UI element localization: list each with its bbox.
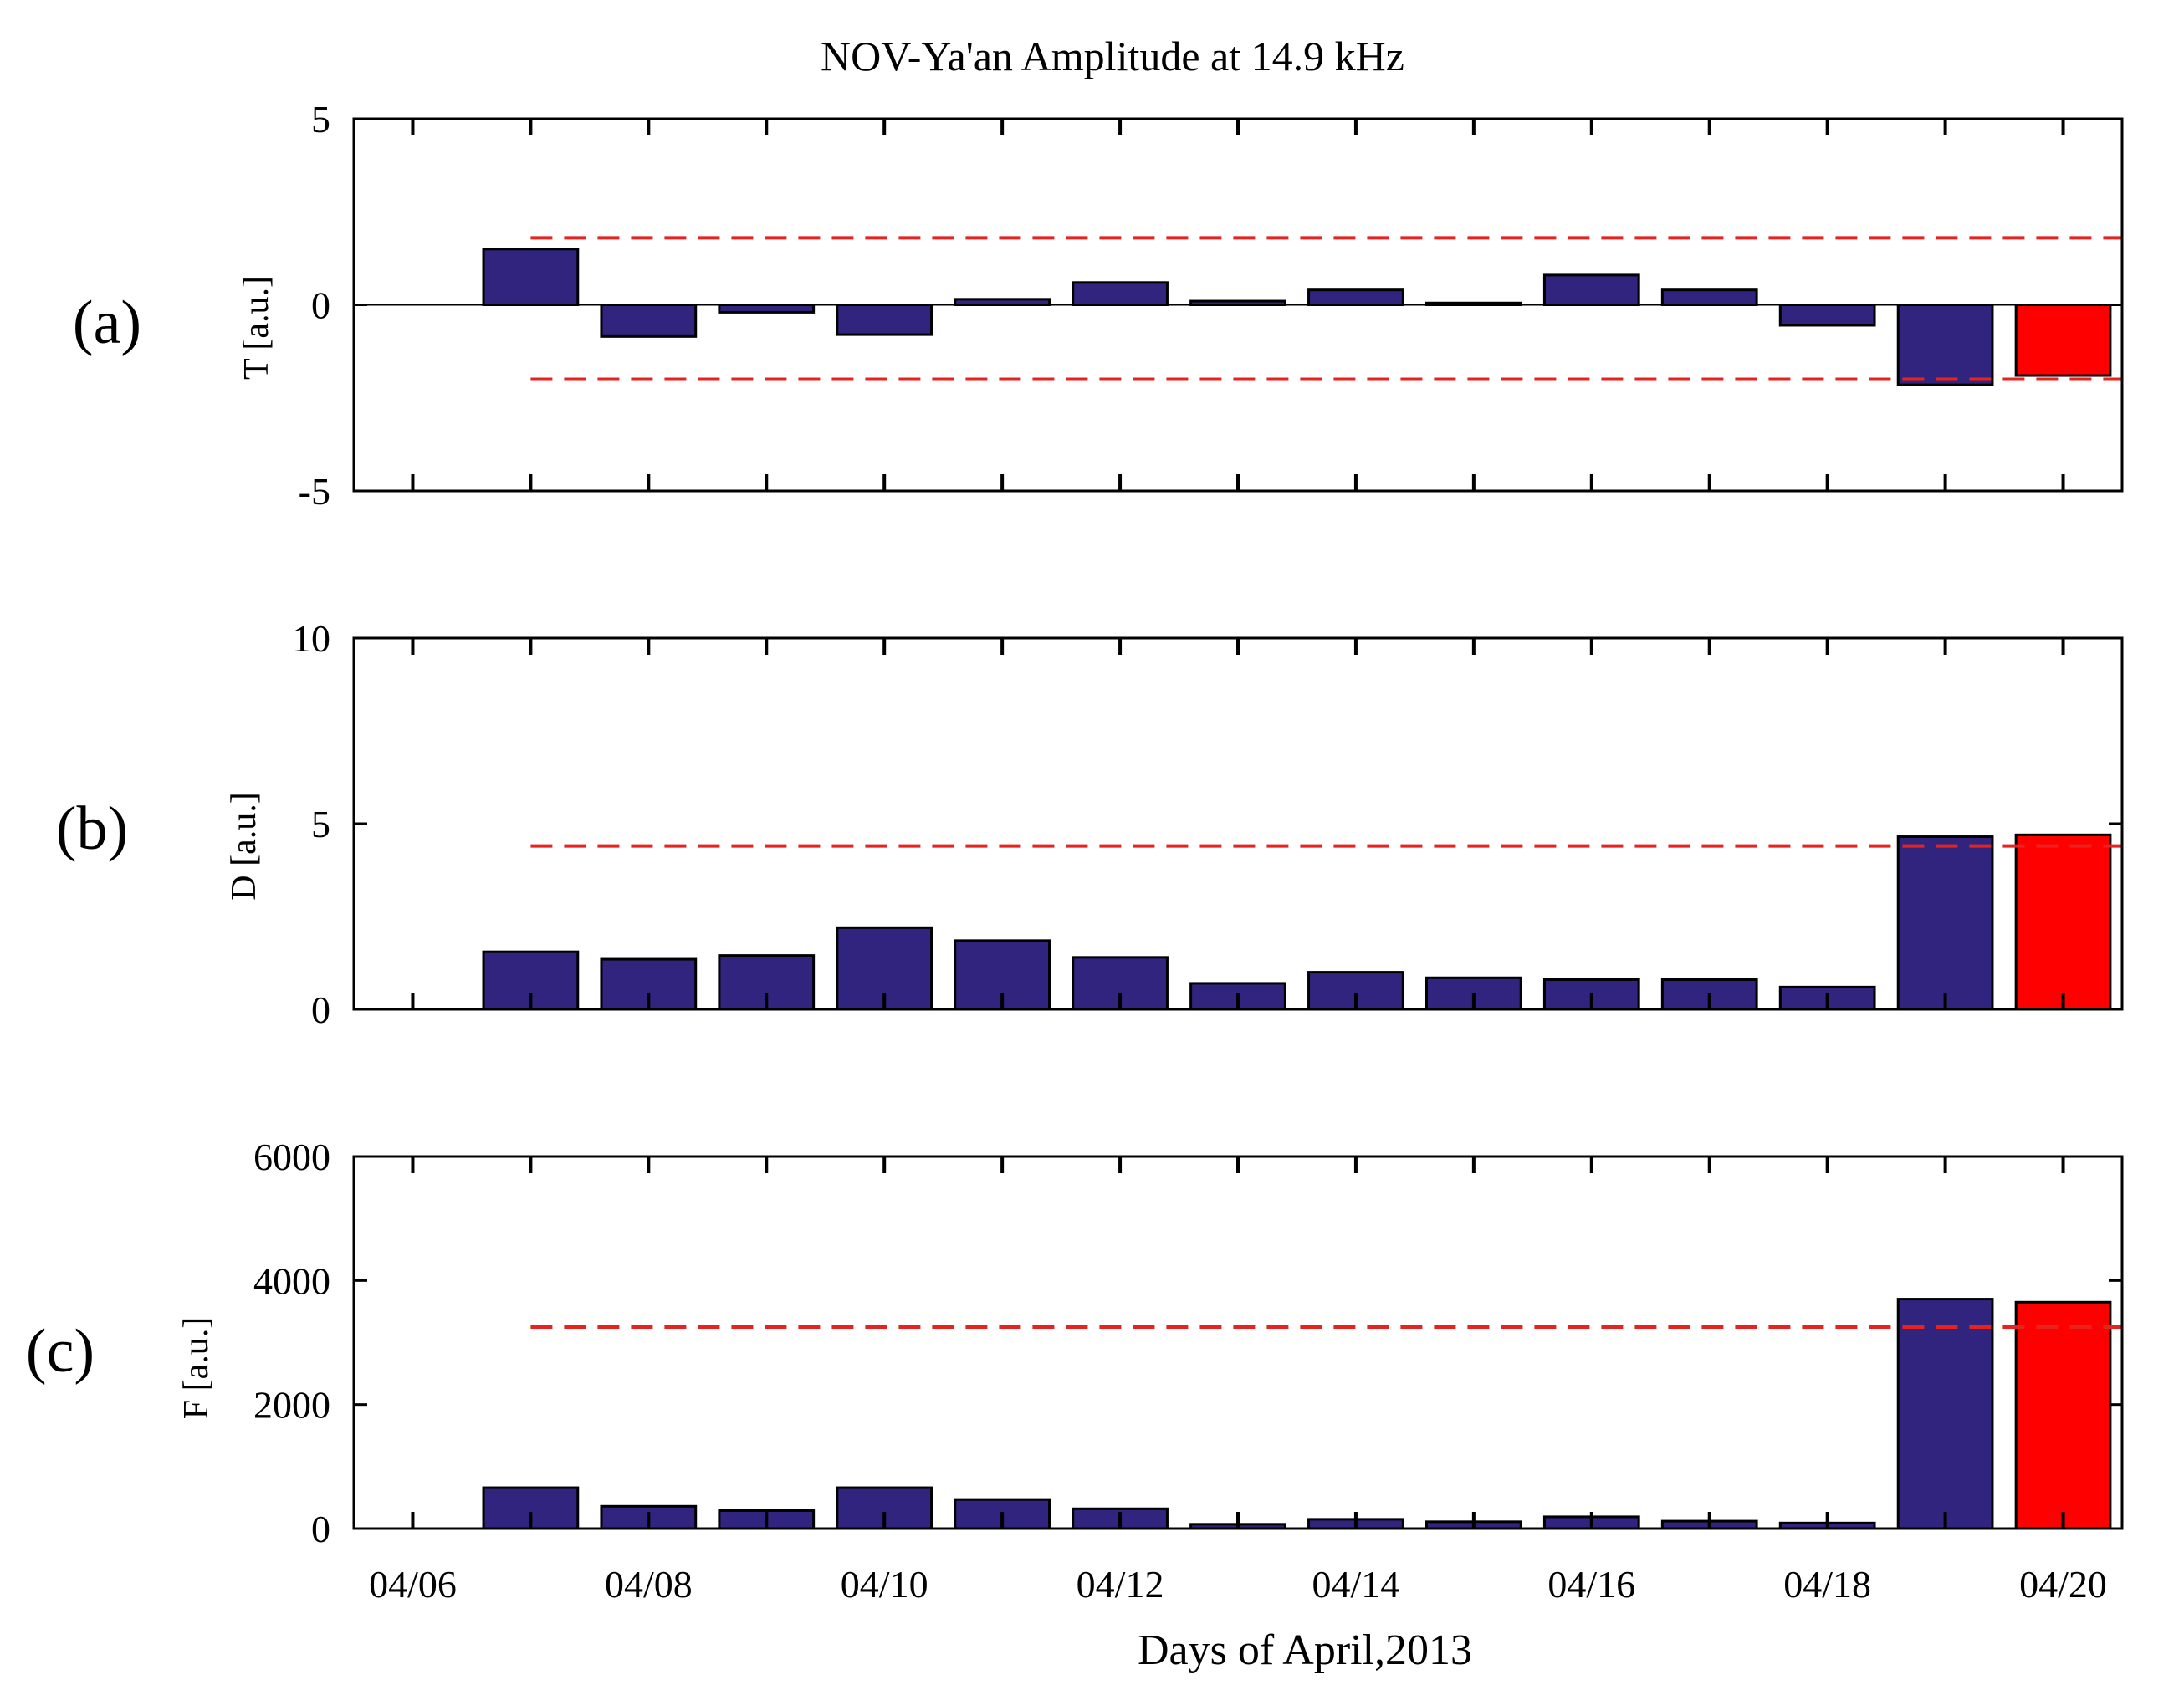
y-tick-label-a: 5 xyxy=(311,98,330,140)
bar-a-04-18 xyxy=(1778,304,1876,327)
y-axis-label-c: F [a.u.] xyxy=(177,1317,216,1419)
bar-a-04-07 xyxy=(482,248,580,306)
x-tick-label: 04/20 xyxy=(2019,1563,2107,1606)
panel-b: (b) D [a.u.] 0 5 10 xyxy=(56,617,2124,1031)
bar-a-04-09 xyxy=(718,304,816,314)
bar-b-04-19 xyxy=(1896,835,1994,1011)
bar-a-04-10 xyxy=(836,304,933,336)
bar-a-04-14 xyxy=(1307,288,1404,307)
x-tick-label: 04/12 xyxy=(1077,1563,1164,1606)
x-tick-label: 04/18 xyxy=(1783,1563,1871,1606)
bar-a-04-20 xyxy=(2014,304,2112,377)
x-tick-label: 04/14 xyxy=(1312,1563,1400,1606)
bar-a-04-08 xyxy=(600,304,698,338)
y-tick-label-b: 10 xyxy=(292,617,330,660)
bar-b-04-20 xyxy=(2014,833,2112,1011)
y-tick-label-a: 0 xyxy=(311,284,330,327)
bar-a-04-16 xyxy=(1542,273,1640,306)
x-tick-label: 04/06 xyxy=(369,1563,457,1606)
x-tick-label: 04/08 xyxy=(605,1563,693,1606)
y-axis-label-a: T [a.u.] xyxy=(238,276,276,380)
x-tick-label: 04/10 xyxy=(841,1563,928,1606)
x-axis-label: Days of April,2013 xyxy=(1138,1626,1472,1674)
bar-a-04-12 xyxy=(1072,281,1169,306)
plot-area-b: 0 5 10 xyxy=(292,617,2124,1031)
panel-label-a: (a) xyxy=(73,288,141,357)
axes-frame-c xyxy=(352,1155,2124,1530)
y-tick-label-c: 4000 xyxy=(253,1259,330,1302)
y-tick-label-b: 5 xyxy=(311,803,330,845)
panel-a: (a) T [a.u.] -5 0 5 xyxy=(73,98,2124,513)
y-tick-label-b: 0 xyxy=(311,988,330,1031)
bar-a-04-19 xyxy=(1896,304,1994,386)
bar-c-04-20 xyxy=(2014,1300,2112,1530)
x-tick-label: 04/16 xyxy=(1547,1563,1635,1606)
y-tick-label-a: -5 xyxy=(299,470,330,513)
panel-label-c: (c) xyxy=(26,1317,95,1386)
bar-c-04-19 xyxy=(1896,1298,1994,1530)
x-axis: 04/06 04/08 04/10 04/12 04/14 04/16 04/18 04/20 xyxy=(369,1563,2107,1606)
axes-frame-b xyxy=(352,636,2124,1011)
plot-area-c: 0 2000 4000 6000 xyxy=(253,1136,2124,1550)
panel-label-b: (b) xyxy=(56,794,128,863)
bar-a-04-17 xyxy=(1660,288,1758,307)
bar-a-04-11 xyxy=(954,298,1051,307)
plot-area-a: -5 0 5 xyxy=(299,98,2124,513)
figure-title: NOV-Ya'an Amplitude at 14.9 kHz xyxy=(821,33,1404,79)
y-tick-label-c: 2000 xyxy=(253,1384,330,1427)
y-tick-label-c: 6000 xyxy=(253,1136,330,1178)
y-axis-label-b: D [a.u.] xyxy=(225,792,263,900)
panel-c: (c) F [a.u.] 0 2000 4000 6000 xyxy=(26,1136,2124,1550)
y-tick-label-c: 0 xyxy=(311,1508,330,1550)
